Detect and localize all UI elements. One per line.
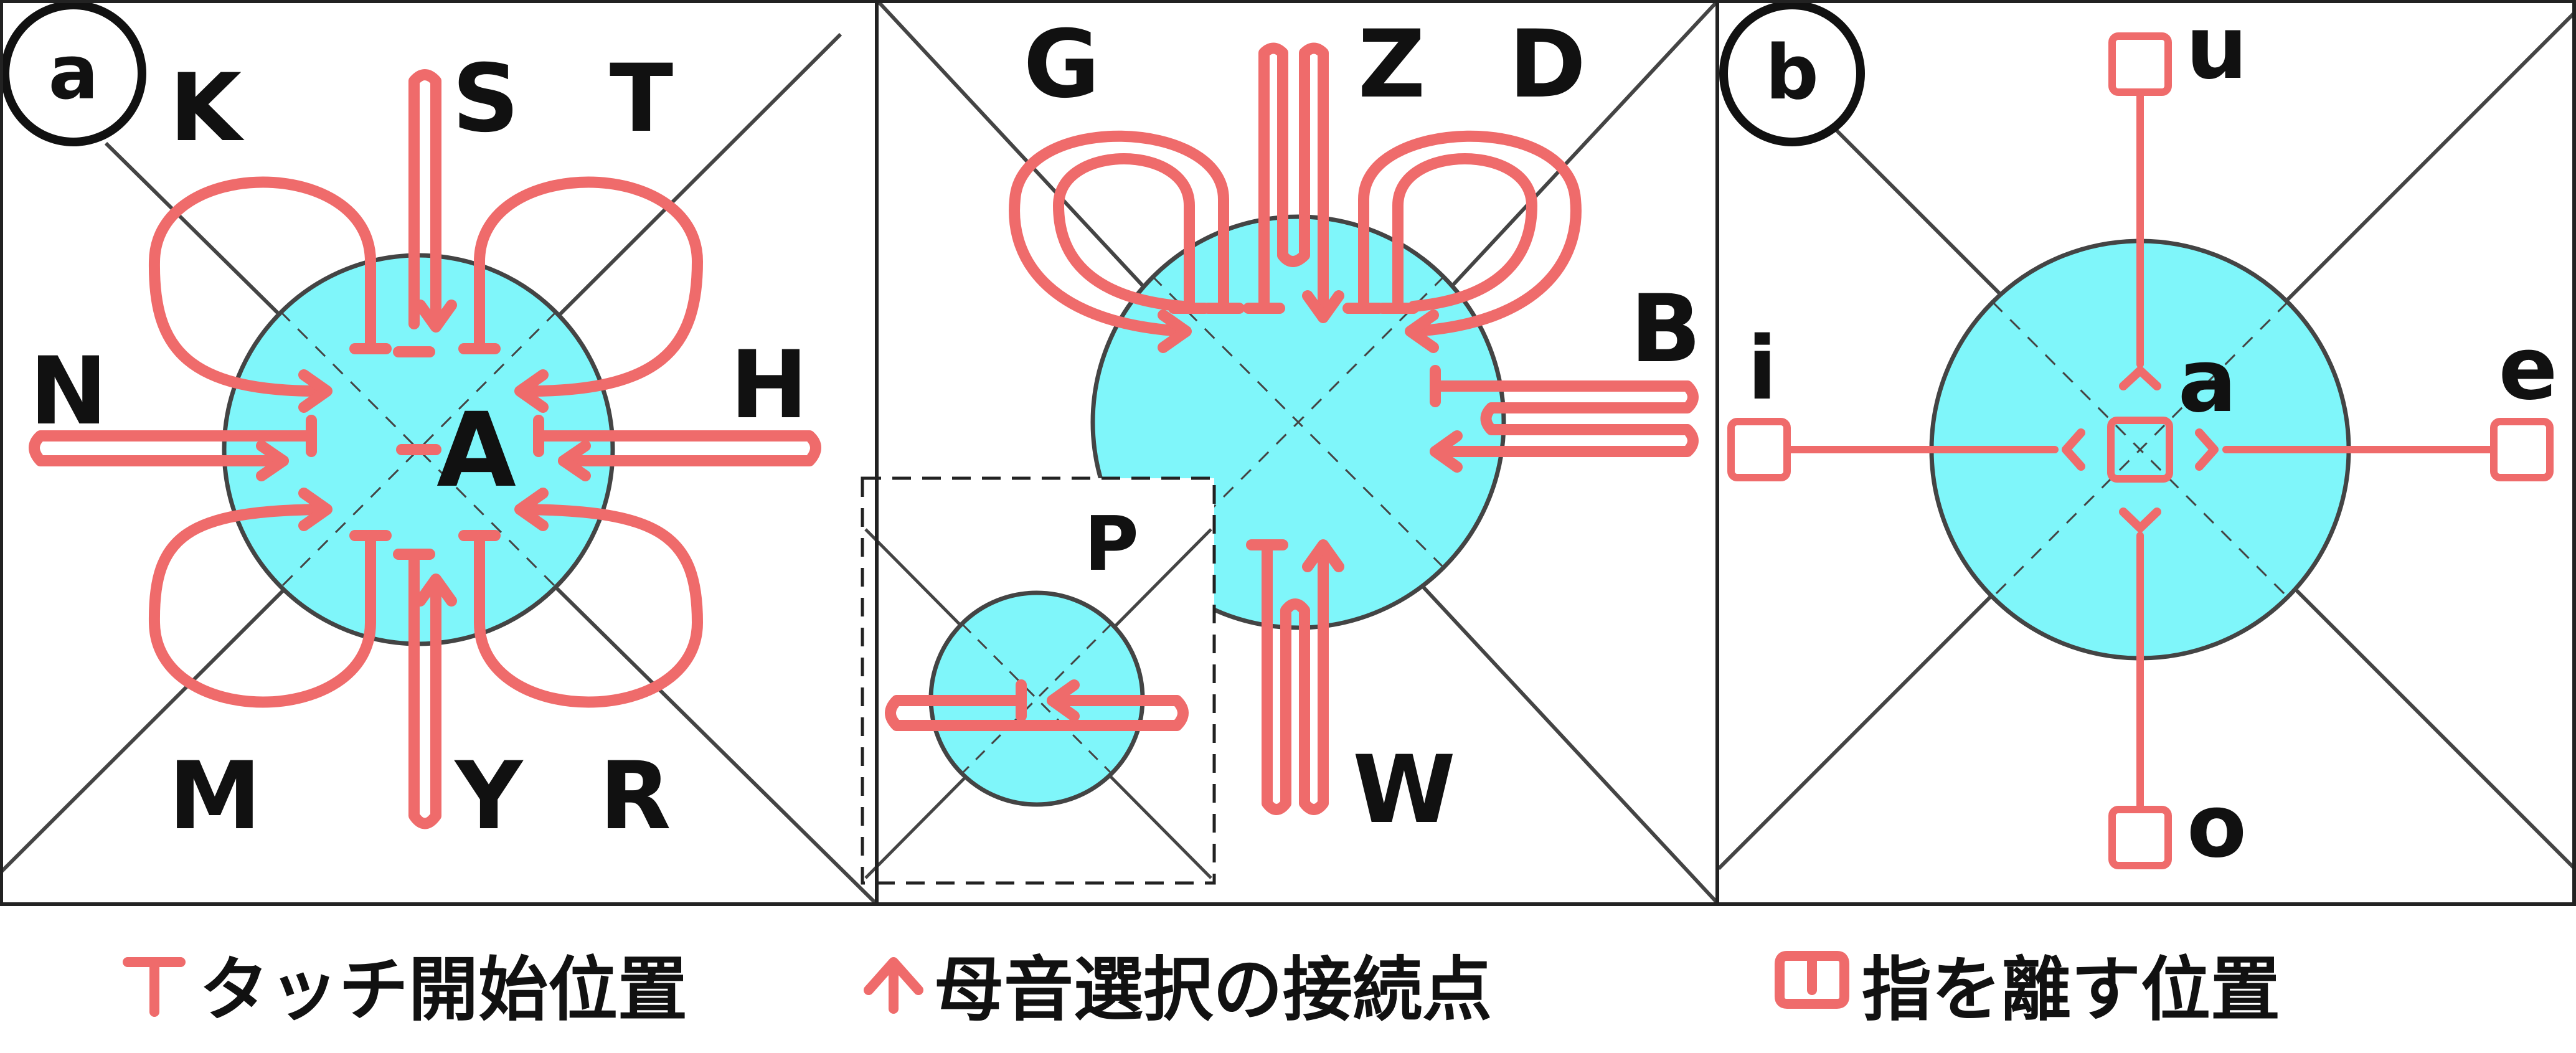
gesture-N bbox=[29, 430, 317, 466]
junction-chevron-left bbox=[2062, 428, 2085, 471]
key-label-B: B bbox=[1630, 275, 1701, 384]
key-label-Y: Y bbox=[454, 742, 524, 851]
gesture-H bbox=[533, 430, 821, 466]
arrow-head bbox=[415, 300, 457, 333]
key-label-S: S bbox=[452, 45, 519, 153]
release-square-o bbox=[2108, 806, 2172, 869]
key-label-Z: Z bbox=[1358, 11, 1426, 119]
badge-b bbox=[1719, 1, 1865, 146]
arrow-head bbox=[298, 488, 333, 531]
arrow-head bbox=[415, 574, 457, 607]
arrow-head bbox=[514, 369, 549, 413]
key-label-D: D bbox=[1509, 11, 1587, 119]
arrow-head bbox=[1405, 309, 1439, 353]
arrow-head bbox=[298, 369, 333, 413]
gesture-R bbox=[474, 504, 703, 708]
gesture-B bbox=[1430, 380, 1699, 457]
release-square-i bbox=[1727, 418, 1791, 481]
key-label-H: H bbox=[730, 331, 808, 440]
gesture-Z bbox=[1258, 42, 1329, 320]
gesture-W bbox=[1262, 539, 1329, 815]
panel-b-frame bbox=[1715, 0, 2576, 906]
gesture-K bbox=[148, 176, 376, 397]
panel-a: a K S T N H M Y R A bbox=[1, 1, 877, 904]
arrow-head bbox=[1302, 539, 1344, 572]
dashed-diagonal bbox=[1151, 275, 1446, 570]
dashed-diagonal bbox=[1991, 301, 2289, 598]
vowel-label-o: o bbox=[2187, 776, 2247, 877]
gesture-G bbox=[1009, 130, 1229, 337]
inset-label-P: P bbox=[1084, 501, 1139, 588]
badge-a bbox=[1, 1, 146, 146]
key-label-T: T bbox=[610, 45, 673, 153]
release-square-e bbox=[2490, 418, 2554, 481]
release-square-center bbox=[2107, 417, 2173, 483]
badge-b-label: b bbox=[1765, 30, 1819, 116]
vowel-junction-icon bbox=[864, 957, 923, 1014]
center-label-a: a bbox=[2178, 331, 2237, 432]
arrow-head bbox=[1158, 309, 1192, 353]
arrow-head bbox=[1430, 430, 1463, 473]
junction-chevron-up bbox=[2119, 366, 2161, 390]
vowel-label-u: u bbox=[2186, 0, 2248, 99]
arrow-head bbox=[1302, 290, 1344, 323]
key-label-M: M bbox=[168, 742, 261, 851]
legend: タッチ開始位置 母音選択の接続点 指を離す位置 bbox=[123, 950, 2280, 1031]
vowel-label-i: i bbox=[1747, 318, 1777, 420]
key-label-N: N bbox=[29, 338, 108, 446]
gesture-D bbox=[1358, 130, 1582, 337]
key-label-G: G bbox=[1023, 11, 1100, 119]
junction-chevron-down bbox=[2119, 508, 2161, 532]
arrow-head bbox=[256, 440, 289, 481]
release-square-u bbox=[2108, 32, 2172, 96]
key-label-W: W bbox=[1352, 736, 1455, 844]
panel-middle: G Z D B W P bbox=[861, 1, 1717, 904]
finger-release-icon bbox=[1775, 951, 1849, 1009]
key-label-R: R bbox=[599, 742, 671, 851]
touch-start-icon bbox=[123, 957, 186, 1017]
vowel-label-e: e bbox=[2499, 318, 2558, 420]
gesture-S bbox=[408, 69, 441, 329]
gesture-P bbox=[885, 695, 1189, 731]
panel-b: b u i e o a bbox=[1719, 0, 2575, 877]
gesture-Y bbox=[408, 549, 441, 829]
legend-finger-release: 指を離す位置 bbox=[1862, 950, 2280, 1031]
legend-vowel-junction: 母音選択の接続点 bbox=[934, 950, 1492, 1031]
legend-touch-start: タッチ開始位置 bbox=[199, 950, 687, 1031]
dashed-diagonal bbox=[279, 310, 558, 589]
junction-chevron-right bbox=[2195, 428, 2219, 471]
badge-a-label: a bbox=[49, 30, 99, 116]
gesture-M bbox=[148, 504, 376, 708]
dashed-diagonal bbox=[279, 310, 558, 589]
arrow-head bbox=[558, 440, 591, 481]
key-label-K: K bbox=[169, 54, 245, 163]
center-label-A: A bbox=[436, 390, 516, 510]
gesture-T bbox=[474, 176, 703, 397]
arrow-head bbox=[514, 488, 549, 531]
arrow-head bbox=[1047, 679, 1080, 722]
